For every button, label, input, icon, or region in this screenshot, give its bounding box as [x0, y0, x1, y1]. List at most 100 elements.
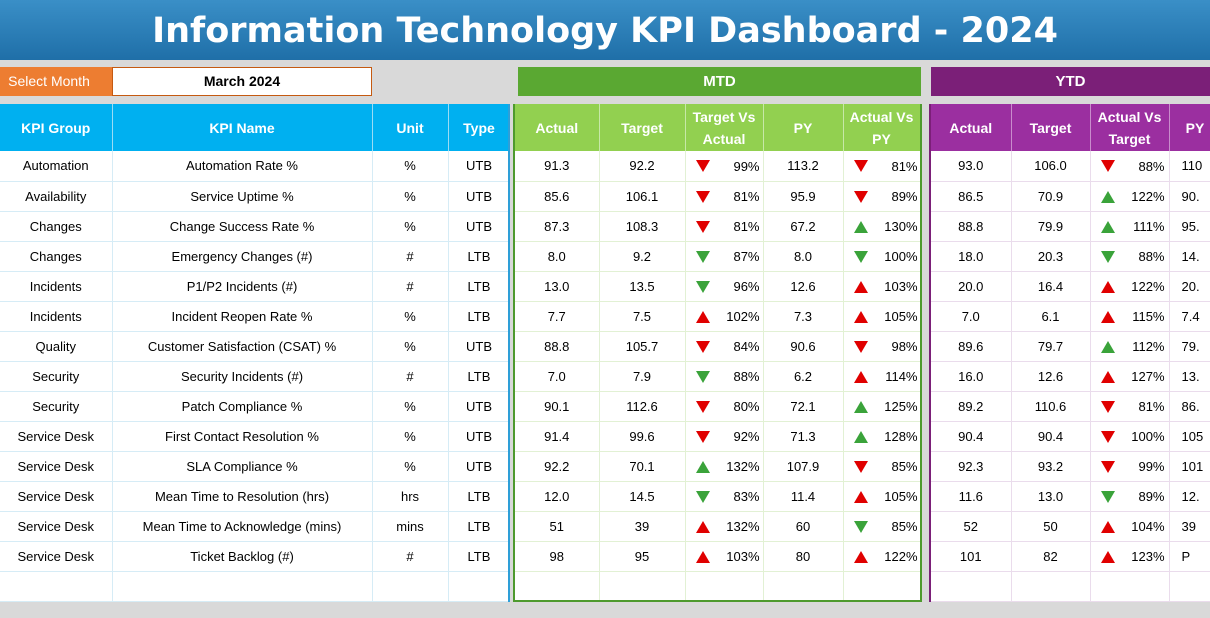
ytd-py-cell: 95.: [1169, 211, 1210, 242]
mtd-target-cell: 70.1: [599, 451, 686, 482]
ytd-avt-cell-value: 122%: [1131, 189, 1165, 205]
triangle-down-icon: [1100, 250, 1115, 263]
mtd-actual-cell: 8.0: [515, 241, 600, 272]
kpi-group-header: KPI Group: [0, 104, 113, 151]
mtd-actual-cell: 12.0: [515, 481, 600, 512]
table-row: Service Desk Ticket Backlog (#) # LTB: [0, 541, 508, 572]
ytd-actual-cell: 92.3: [931, 451, 1012, 482]
ytd-py-cell: 14.: [1169, 241, 1210, 272]
mtd-tva-cell-value: 132%: [726, 519, 760, 535]
mtd-target-cell: 14.5: [599, 481, 686, 512]
table-row: Incidents P1/P2 Incidents (#) # LTB: [0, 271, 508, 302]
table-row: 87.3 108.3 81% 67.2 130%: [515, 211, 920, 242]
empty-cell: [599, 571, 686, 600]
table-row: 92.2 70.1 132% 107.9 85%: [515, 451, 920, 482]
table-row: 89.2 110.6 81% 86.: [931, 391, 1210, 422]
ytd-target-header: Target: [1011, 104, 1091, 151]
ytd-py-cell: 13.: [1169, 361, 1210, 392]
kpi-group-cell: Security: [0, 361, 113, 392]
empty-cell: [448, 571, 508, 602]
table-row: 18.0 20.3 88% 14.: [931, 241, 1210, 272]
mtd-target-cell: 92.2: [599, 151, 686, 182]
unit-cell: hrs: [372, 481, 449, 512]
mtd-avp-cell-value: 128%: [884, 429, 918, 445]
month-selector[interactable]: March 2024: [112, 67, 372, 96]
triangle-down-icon: [1100, 460, 1115, 473]
mtd-avp-cell: 130%: [843, 211, 920, 242]
table-row: 85.6 106.1 81% 95.9 89%: [515, 181, 920, 212]
ytd-target-cell: 90.4: [1011, 421, 1091, 452]
kpi-name-cell: Ticket Backlog (#): [112, 541, 373, 572]
table-row: 88.8 79.9 111% 95.: [931, 211, 1210, 242]
unit-cell: #: [372, 271, 449, 302]
ytd-py-cell: 12.: [1169, 481, 1210, 512]
empty-cell: [1169, 571, 1210, 602]
ytd-actual-cell: 52: [931, 511, 1012, 542]
mtd-avp-cell: 105%: [843, 481, 920, 512]
triangle-down-icon: [853, 190, 868, 203]
mtd-avp-cell: 105%: [843, 301, 920, 332]
mtd-py-cell: 113.2: [763, 151, 844, 182]
triangle-up-icon: [853, 400, 868, 413]
ytd-avt-cell-value: 111%: [1133, 219, 1165, 235]
ytd-avt-header: Actual Vs Target: [1090, 104, 1170, 151]
mtd-tva-cell: 132%: [685, 451, 764, 482]
kpi-group-cell: Incidents: [0, 301, 113, 332]
ytd-avt-cell: 88%: [1090, 241, 1170, 272]
bottom-strip: [0, 602, 1210, 618]
ytd-avt-cell-value: 104%: [1131, 519, 1165, 535]
mtd-tva-cell: 103%: [685, 541, 764, 572]
unit-cell: %: [372, 211, 449, 242]
mtd-actual-cell: 88.8: [515, 331, 600, 362]
ytd-avt-cell-value: 81%: [1138, 399, 1165, 415]
ytd-target-cell: 12.6: [1011, 361, 1091, 392]
triangle-up-icon: [1100, 340, 1115, 353]
ytd-avt-cell: 122%: [1090, 181, 1170, 212]
unit-cell: %: [372, 181, 449, 212]
mtd-actual-cell: 98: [515, 541, 600, 572]
mtd-py-cell: 80: [763, 541, 844, 572]
ytd-target-cell: 13.0: [1011, 481, 1091, 512]
empty-row: [931, 571, 1210, 602]
triangle-down-icon: [853, 520, 868, 533]
empty-cell: [515, 571, 600, 600]
mtd-py-cell: 107.9: [763, 451, 844, 482]
triangle-down-icon: [695, 430, 710, 443]
mtd-avp-cell-value: 103%: [884, 279, 918, 295]
triangle-down-icon: [853, 160, 868, 173]
mtd-avp-cell-value: 81%: [891, 158, 918, 174]
ytd-actual-cell: 16.0: [931, 361, 1012, 392]
mtd-py-cell: 6.2: [763, 361, 844, 392]
ytd-actual-cell: 20.0: [931, 271, 1012, 302]
ytd-target-cell: 82: [1011, 541, 1091, 572]
mtd-py-cell: 72.1: [763, 391, 844, 422]
mtd-target-cell: 106.1: [599, 181, 686, 212]
triangle-down-icon: [695, 400, 710, 413]
dashboard-title: Information Technology KPI Dashboard - 2…: [0, 0, 1210, 60]
mtd-target-cell: 9.2: [599, 241, 686, 272]
table-row: 52 50 104% 39: [931, 511, 1210, 542]
ytd-target-cell: 6.1: [1011, 301, 1091, 332]
type-cell: UTB: [448, 391, 508, 422]
triangle-up-icon: [853, 220, 868, 233]
mtd-target-cell: 7.9: [599, 361, 686, 392]
ytd-py-header: PY: [1169, 104, 1210, 151]
empty-cell: [112, 571, 373, 602]
mtd-tva-cell-value: 132%: [726, 459, 760, 475]
mtd-tva-cell: 81%: [685, 181, 764, 212]
triangle-up-icon: [1100, 280, 1115, 293]
empty-cell: [931, 571, 1012, 602]
triangle-up-icon: [853, 310, 868, 323]
empty-row: [0, 571, 508, 602]
triangle-down-icon: [695, 250, 710, 263]
ytd-target-cell: 50: [1011, 511, 1091, 542]
mtd-actual-cell: 7.0: [515, 361, 600, 392]
table-row: 89.6 79.7 112% 79.: [931, 331, 1210, 362]
mtd-tva-cell: 83%: [685, 481, 764, 512]
type-cell: UTB: [448, 331, 508, 362]
mtd-avp-cell: 81%: [843, 151, 920, 182]
kpi-info-panel: KPI Group KPI Name Unit Type Automation A…: [0, 104, 510, 602]
ytd-actual-cell: 88.8: [931, 211, 1012, 242]
mtd-actual-cell: 51: [515, 511, 600, 542]
table-row: 13.0 13.5 96% 12.6 103%: [515, 271, 920, 302]
